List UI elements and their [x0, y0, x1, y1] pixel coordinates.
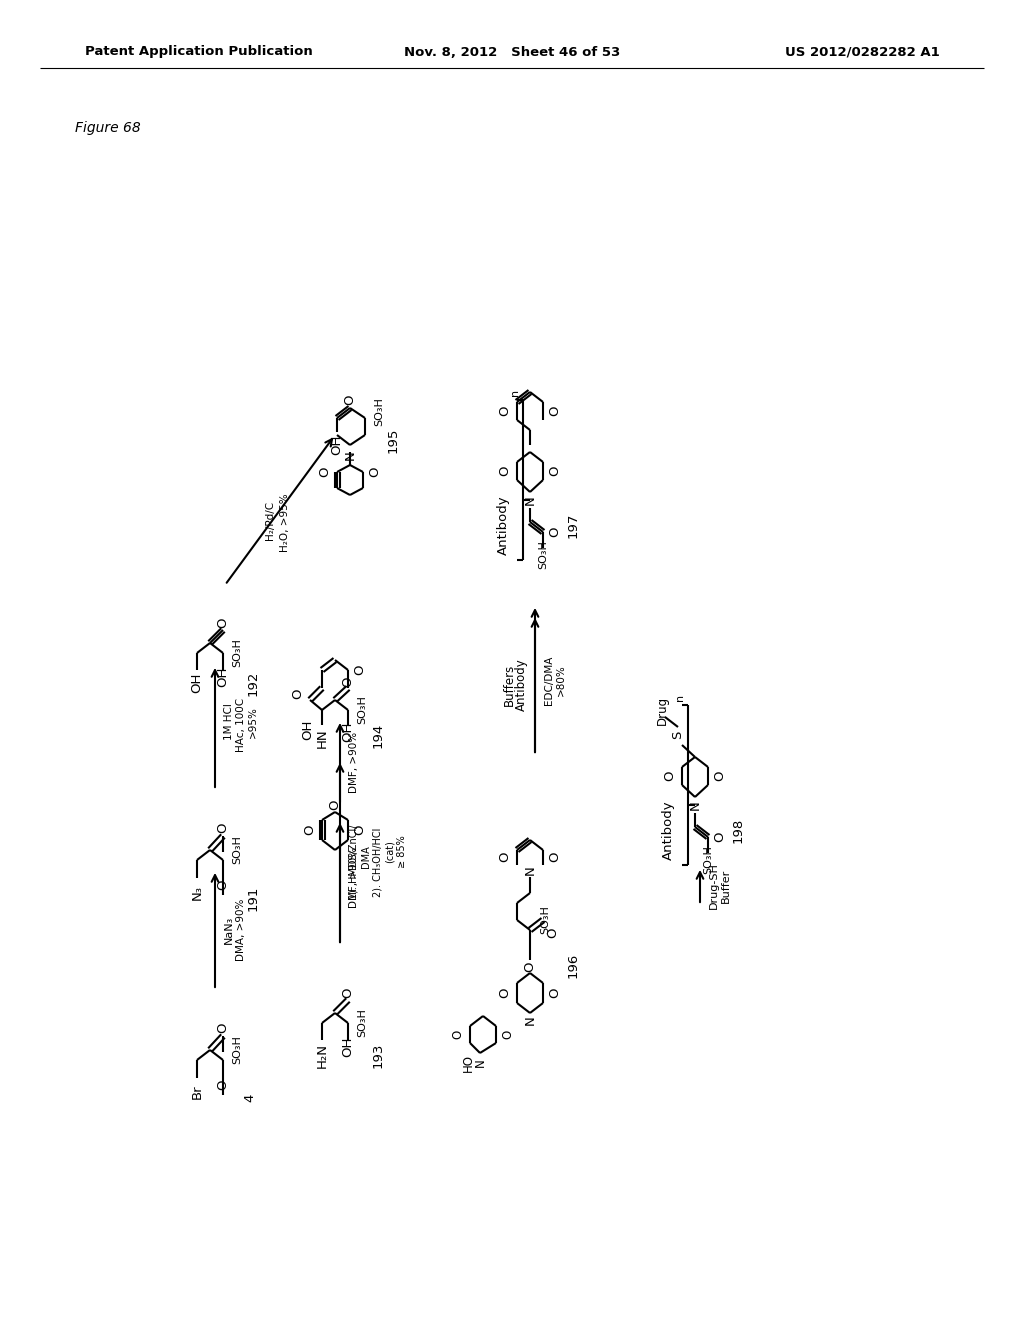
Text: SO₃H: SO₃H [374, 397, 384, 426]
Text: O: O [353, 665, 367, 676]
Text: O: O [318, 467, 332, 478]
Text: O: O [216, 822, 229, 833]
Text: Antibody: Antibody [497, 495, 510, 554]
Text: HN: HN [315, 729, 329, 748]
Text: H₂/Pd/C: H₂/Pd/C [265, 500, 275, 540]
Text: O: O [329, 800, 341, 810]
Text: Buffer: Buffer [721, 869, 731, 903]
Text: SO₃H: SO₃H [232, 836, 242, 865]
Text: DMA: DMA [361, 846, 371, 869]
Text: (cat): (cat) [385, 841, 395, 863]
Text: Br: Br [190, 1085, 204, 1100]
Text: 192: 192 [247, 671, 259, 696]
Text: O: O [549, 851, 561, 862]
Text: SO₃H: SO₃H [232, 1036, 242, 1064]
Text: N: N [473, 1059, 486, 1068]
Text: N: N [523, 1015, 537, 1024]
Text: 4: 4 [244, 1094, 256, 1102]
Text: O: O [549, 987, 561, 998]
Text: H₂N: H₂N [315, 1043, 329, 1068]
Text: n: n [675, 693, 685, 701]
Text: O: O [502, 1030, 514, 1039]
Text: >80%: >80% [556, 664, 566, 696]
Text: DMA, >90%: DMA, >90% [236, 899, 246, 961]
Text: 198: 198 [731, 817, 744, 842]
Text: Drug: Drug [655, 696, 669, 725]
Text: O: O [353, 825, 367, 836]
Text: O: O [664, 771, 677, 781]
Text: O: O [216, 1023, 229, 1034]
Text: O: O [714, 771, 726, 781]
Text: O: O [499, 405, 512, 416]
Text: N: N [688, 800, 701, 810]
Text: O: O [341, 987, 354, 998]
Text: O: O [216, 879, 229, 890]
Text: SO₃H: SO₃H [703, 846, 713, 874]
Text: H₂O, >95%: H₂O, >95% [280, 494, 290, 552]
Text: O: O [341, 677, 354, 688]
Text: O: O [549, 527, 561, 537]
Text: O: O [549, 466, 561, 477]
Text: OH: OH [190, 673, 204, 693]
Text: O: O [216, 1080, 229, 1090]
Text: 2). CH₃OH/HCl: 2). CH₃OH/HCl [373, 828, 383, 896]
Text: O: O [549, 405, 561, 416]
Text: O: O [292, 689, 304, 700]
Text: OH: OH [216, 667, 229, 688]
Text: US 2012/0282282 A1: US 2012/0282282 A1 [785, 45, 940, 58]
Text: Antibody: Antibody [662, 800, 675, 859]
Text: SO₃H: SO₃H [357, 1008, 367, 1038]
Text: N: N [343, 450, 356, 459]
Text: O: O [343, 395, 356, 405]
Text: N: N [523, 495, 537, 504]
Text: Drug-SH: Drug-SH [709, 862, 719, 909]
Text: O: O [452, 1030, 465, 1039]
Text: ≥ 85%: ≥ 85% [397, 836, 407, 869]
Text: Figure 68: Figure 68 [75, 121, 140, 135]
Text: N: N [523, 865, 537, 875]
Text: O: O [499, 987, 512, 998]
Text: O: O [216, 618, 229, 628]
Text: 195: 195 [386, 428, 399, 453]
Text: 1). HMDS/ZnCl/: 1). HMDS/ZnCl/ [349, 825, 359, 899]
Text: OH: OH [301, 719, 314, 741]
Text: OH: OH [341, 1036, 354, 1057]
Text: SO₃H: SO₃H [232, 639, 242, 668]
Text: O: O [523, 962, 537, 973]
Text: O: O [714, 832, 726, 842]
Text: Nov. 8, 2012   Sheet 46 of 53: Nov. 8, 2012 Sheet 46 of 53 [403, 45, 621, 58]
Text: 1M HCl: 1M HCl [224, 704, 234, 741]
Text: N₃: N₃ [190, 884, 204, 899]
Text: n: n [510, 388, 520, 396]
Text: NaN₃: NaN₃ [224, 916, 234, 944]
Text: O: O [499, 851, 512, 862]
Text: OH: OH [341, 722, 354, 742]
Text: HO: HO [462, 1053, 474, 1072]
Text: O: O [499, 466, 512, 477]
Text: S: S [672, 731, 684, 739]
Text: EDC/DMA: EDC/DMA [544, 655, 554, 705]
Text: 197: 197 [566, 512, 580, 537]
Text: OH: OH [331, 434, 343, 455]
Text: Antibody: Antibody [514, 659, 527, 711]
Text: O: O [369, 467, 382, 478]
Text: SO₃H: SO₃H [538, 541, 548, 569]
Text: 193: 193 [372, 1043, 384, 1068]
Text: O: O [303, 825, 316, 836]
Text: Buffers: Buffers [503, 664, 515, 706]
Text: DMF, >90%: DMF, >90% [349, 846, 359, 908]
Text: HAc, 100C: HAc, 100C [236, 698, 246, 752]
Text: 194: 194 [372, 722, 384, 747]
Text: 196: 196 [566, 952, 580, 978]
Text: 191: 191 [247, 886, 259, 911]
Text: >95%: >95% [248, 706, 258, 738]
Text: Patent Application Publication: Patent Application Publication [85, 45, 312, 58]
Text: O: O [547, 928, 559, 939]
Text: DMF, >90%: DMF, >90% [349, 731, 359, 792]
Text: SO₃H: SO₃H [540, 906, 550, 935]
Text: SO₃H: SO₃H [357, 696, 367, 725]
